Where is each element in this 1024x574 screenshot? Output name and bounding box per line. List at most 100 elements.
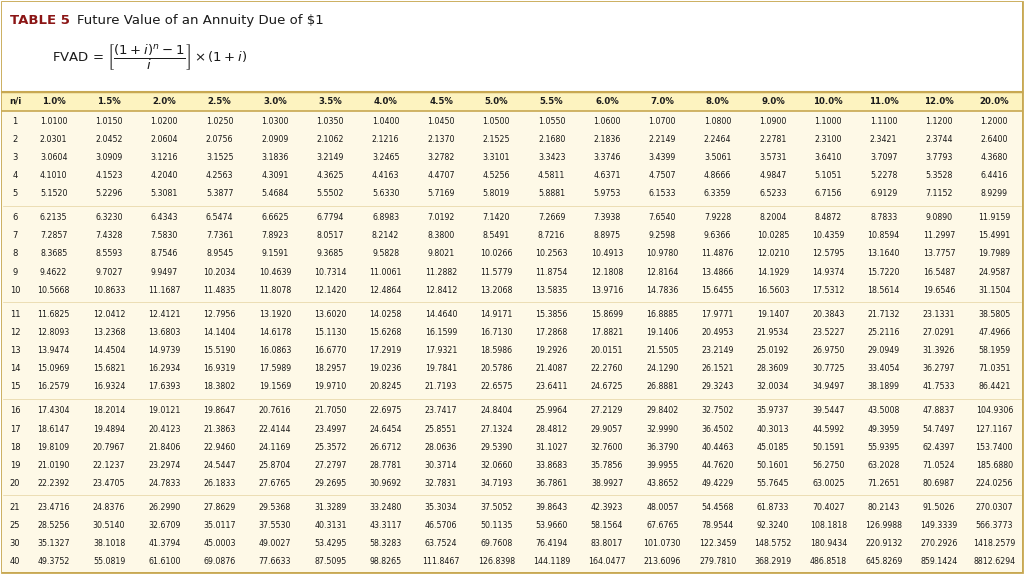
Text: 4.4707: 4.4707: [427, 171, 455, 180]
Text: 21.7050: 21.7050: [314, 406, 346, 416]
Text: 645.8269: 645.8269: [865, 557, 902, 567]
Text: 5.9753: 5.9753: [593, 189, 621, 198]
Text: 47.4966: 47.4966: [978, 328, 1011, 337]
Text: 29.8402: 29.8402: [646, 406, 679, 416]
Text: 1.1100: 1.1100: [870, 117, 897, 126]
Text: 2.0%: 2.0%: [153, 97, 176, 106]
Text: 25.8704: 25.8704: [259, 461, 291, 470]
Text: 45.0185: 45.0185: [757, 443, 790, 452]
Text: 20.0%: 20.0%: [980, 97, 1009, 106]
Text: 3.5%: 3.5%: [318, 97, 342, 106]
Text: 4.8666: 4.8666: [703, 171, 731, 180]
Text: 19.0236: 19.0236: [370, 364, 401, 373]
Text: 30: 30: [9, 540, 20, 548]
Text: 21.0190: 21.0190: [38, 461, 70, 470]
Text: 185.6880: 185.6880: [976, 461, 1013, 470]
Text: 4.3625: 4.3625: [316, 171, 344, 180]
Text: 4.9847: 4.9847: [760, 171, 786, 180]
Text: 25: 25: [10, 521, 20, 530]
Text: 8.9299: 8.9299: [981, 189, 1008, 198]
Text: 279.7810: 279.7810: [699, 557, 736, 567]
Text: 71.2651: 71.2651: [867, 479, 900, 488]
Text: 69.0876: 69.0876: [204, 557, 236, 567]
Text: 7.0%: 7.0%: [650, 97, 674, 106]
Text: 36.4502: 36.4502: [701, 425, 734, 433]
Text: 12.0%: 12.0%: [924, 97, 954, 106]
Text: 23.4997: 23.4997: [314, 425, 346, 433]
Text: 29.9057: 29.9057: [591, 425, 624, 433]
Text: 32.0034: 32.0034: [757, 382, 790, 391]
Text: 28.3609: 28.3609: [757, 364, 790, 373]
Text: 1.0550: 1.0550: [538, 117, 565, 126]
Text: 13: 13: [9, 346, 20, 355]
Text: 2.3744: 2.3744: [926, 135, 952, 144]
Text: 15.1130: 15.1130: [314, 328, 346, 337]
Text: 9.2598: 9.2598: [649, 231, 676, 241]
Text: 24.1169: 24.1169: [259, 443, 291, 452]
Text: 11.9159: 11.9159: [978, 213, 1011, 222]
Text: 9.3685: 9.3685: [316, 250, 344, 258]
Text: 9.0%: 9.0%: [761, 97, 784, 106]
Text: 21.7193: 21.7193: [425, 382, 457, 391]
Text: 5.1051: 5.1051: [814, 171, 842, 180]
Text: 6.4416: 6.4416: [981, 171, 1008, 180]
Text: 36.7861: 36.7861: [536, 479, 568, 488]
Text: 3.7097: 3.7097: [870, 153, 897, 162]
Text: 18.5614: 18.5614: [867, 286, 900, 295]
Text: 8.3685: 8.3685: [40, 250, 68, 258]
Text: 11.2997: 11.2997: [923, 231, 955, 241]
Text: 56.2750: 56.2750: [812, 461, 845, 470]
Text: 35.9737: 35.9737: [757, 406, 790, 416]
Text: 18.6147: 18.6147: [38, 425, 70, 433]
Text: 1.0350: 1.0350: [316, 117, 344, 126]
Text: 859.1424: 859.1424: [921, 557, 957, 567]
Text: 23.2974: 23.2974: [148, 461, 180, 470]
Text: 12.8412: 12.8412: [425, 286, 457, 295]
Text: 4.2040: 4.2040: [151, 171, 178, 180]
Text: 23.5227: 23.5227: [812, 328, 845, 337]
Text: 42.3923: 42.3923: [591, 503, 624, 512]
Text: 4.2563: 4.2563: [206, 171, 233, 180]
Text: 1.0200: 1.0200: [151, 117, 178, 126]
Text: 8.7216: 8.7216: [538, 231, 565, 241]
Text: 8.8975: 8.8975: [594, 231, 621, 241]
Text: 7.9228: 7.9228: [705, 213, 731, 222]
Text: 39.9955: 39.9955: [646, 461, 678, 470]
Text: 10.4913: 10.4913: [591, 250, 624, 258]
Text: 9.4622: 9.4622: [40, 267, 68, 277]
Text: 3.5731: 3.5731: [759, 153, 786, 162]
Text: 164.0477: 164.0477: [588, 557, 626, 567]
Text: 26.6712: 26.6712: [370, 443, 401, 452]
Text: 7.7361: 7.7361: [206, 231, 233, 241]
Text: 27.0291: 27.0291: [923, 328, 955, 337]
Text: 14.4640: 14.4640: [425, 310, 458, 319]
Text: 16.1599: 16.1599: [425, 328, 457, 337]
Text: 2.2149: 2.2149: [648, 135, 676, 144]
Text: 2.1370: 2.1370: [427, 135, 455, 144]
Text: 1.1200: 1.1200: [926, 117, 952, 126]
Text: 7.6540: 7.6540: [648, 213, 676, 222]
Text: 30.7725: 30.7725: [812, 364, 845, 373]
Text: 19.0121: 19.0121: [148, 406, 180, 416]
Text: 20.7967: 20.7967: [93, 443, 125, 452]
Text: 16.7130: 16.7130: [480, 328, 513, 337]
Text: 61.6100: 61.6100: [148, 557, 180, 567]
Text: 24.6454: 24.6454: [370, 425, 401, 433]
Text: 34.7193: 34.7193: [480, 479, 513, 488]
Text: 10.2034: 10.2034: [204, 267, 236, 277]
Text: 8.4872: 8.4872: [815, 213, 842, 222]
Text: 63.7524: 63.7524: [425, 540, 458, 548]
Text: Future Value of an Annuity Due of $1: Future Value of an Annuity Due of $1: [77, 14, 324, 27]
Text: 17.8821: 17.8821: [591, 328, 624, 337]
Text: 12.8093: 12.8093: [38, 328, 70, 337]
Text: 58.1959: 58.1959: [978, 346, 1011, 355]
Text: 53.9660: 53.9660: [536, 521, 568, 530]
Text: 1.5%: 1.5%: [97, 97, 121, 106]
Text: 21.5505: 21.5505: [646, 346, 679, 355]
Text: 77.6633: 77.6633: [259, 557, 291, 567]
Text: 24.6725: 24.6725: [591, 382, 624, 391]
Text: 18.2014: 18.2014: [93, 406, 125, 416]
Text: 30.9692: 30.9692: [370, 479, 401, 488]
Text: 16: 16: [9, 406, 20, 416]
Text: 15: 15: [10, 382, 20, 391]
